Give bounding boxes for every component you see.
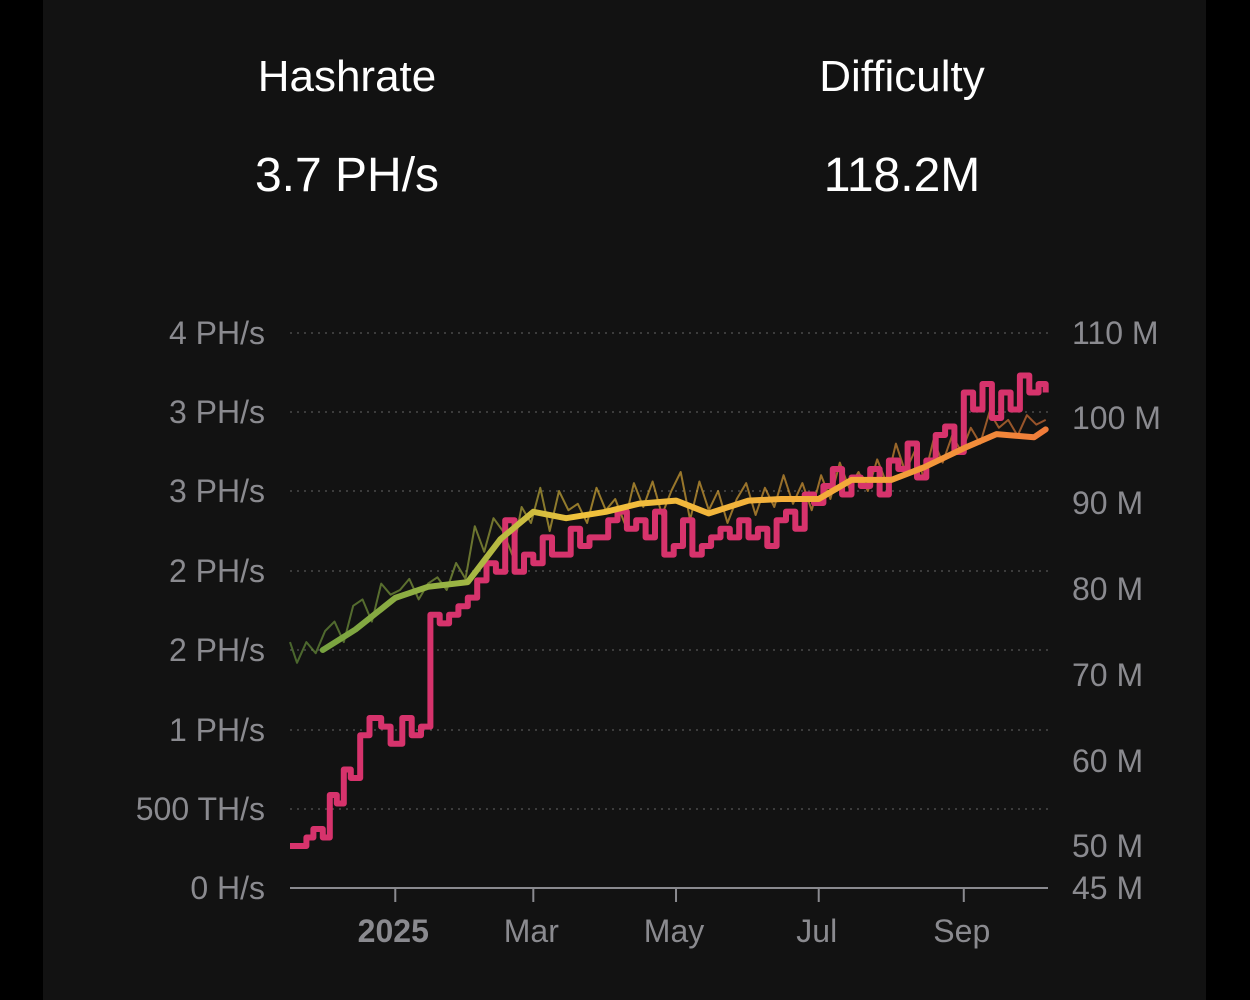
difficulty-label: Difficulty [819,52,985,101]
right-tick-label: 60 M [1072,743,1143,779]
difficulty-value: 118.2M [823,149,981,202]
difficulty-line [290,372,1049,849]
right-tick-label: 110 M [1072,315,1159,351]
left-tick-label: 1 PH/s [169,712,265,748]
series [289,372,1049,849]
left-tick-label: 3 PH/s [169,473,265,509]
hashrate-raw-line [289,411,1047,664]
right-tick-label: 100 M [1072,400,1161,436]
x-tick-label: May [644,913,704,949]
right-tick-label: 45 M [1072,870,1143,906]
hashrate-smoothed-line [319,426,1049,653]
right-tick-label: 90 M [1072,485,1143,521]
left-tick-label: 2 PH/s [169,632,265,668]
left-tick-label: 2 PH/s [169,553,265,589]
x-tick-label: Mar [504,913,559,949]
chart-panel [43,0,1206,1000]
left-tick-label: 4 PH/s [169,315,265,351]
x-tick-label: Sep [933,913,990,949]
right-tick-label: 80 M [1072,571,1143,607]
hashrate-value: 3.7 PH/s [254,149,440,202]
x-tick-label: Jul [796,913,837,949]
hashrate-label: Hashrate [257,52,437,101]
left-tick-label: 500 TH/s [136,791,265,827]
x-tick-label: 2025 [358,913,429,949]
right-tick-label: 50 M [1072,828,1143,864]
right-tick-label: 70 M [1072,657,1143,693]
grid [290,332,1048,810]
left-tick-label: 0 H/s [190,870,265,906]
left-tick-label: 3 PH/s [169,394,265,430]
axes: 0 H/s 500 TH/s 1 PH/s 2 PH/s 2 PH/s 3 PH/s 3 P… [136,315,1161,949]
